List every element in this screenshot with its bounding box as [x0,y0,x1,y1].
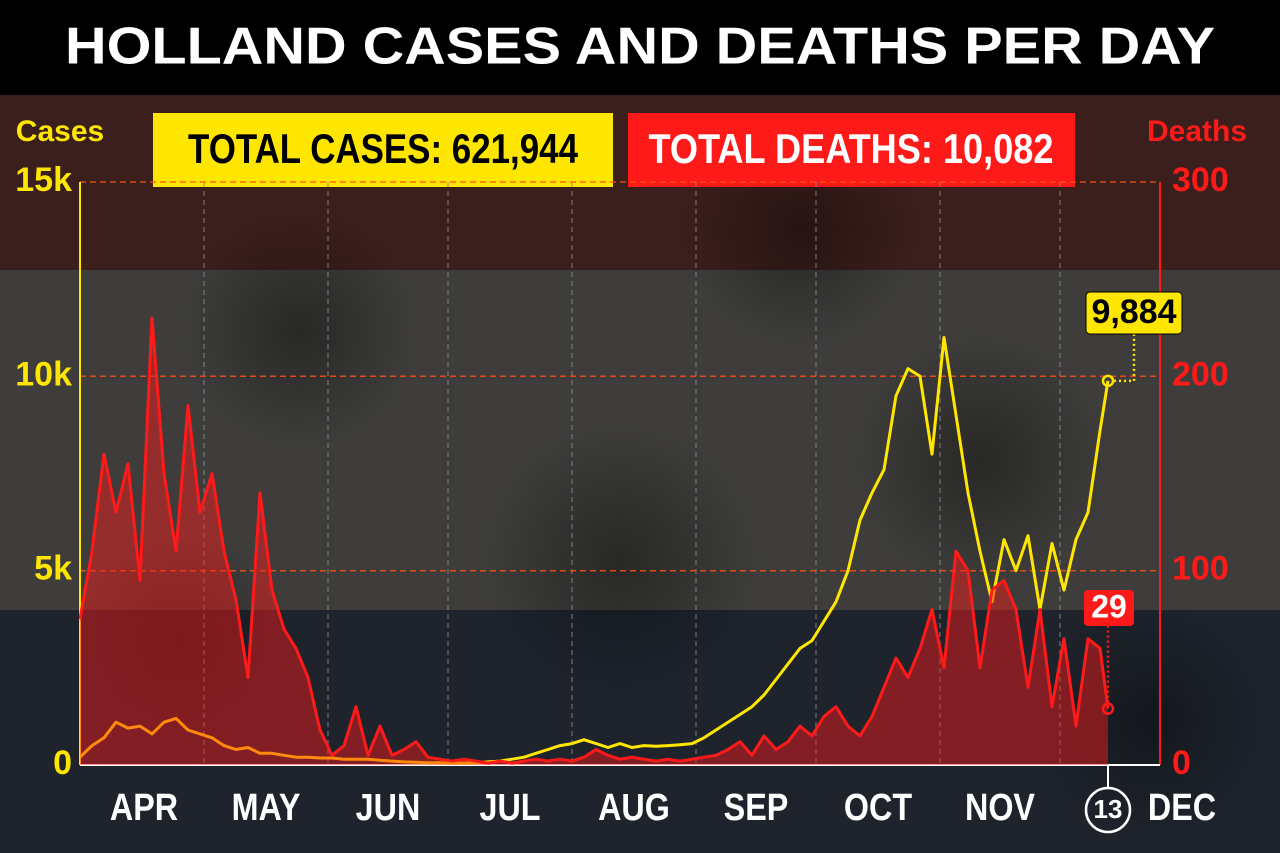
chart-title: HOLLAND CASES AND DEATHS PER DAY [65,18,1215,76]
x-tick-label: MAY [232,787,301,829]
series-area [80,318,1108,765]
series-line [78,316,1110,765]
value-label: 29 [1091,588,1127,624]
total-cases-box [153,113,613,187]
x-tick-label: DEC [1148,787,1216,829]
y2-tick-label: 0 [1172,744,1191,782]
x-tick-label: JUN [356,787,421,829]
series-line [78,336,1110,765]
y-tick-label: 10k [15,355,72,393]
y2-tick-label: 200 [1172,355,1229,393]
marker-label: 13 [1094,794,1123,824]
x-tick-label: OCT [844,787,913,829]
total-deaths-box [628,113,1075,187]
value-label: 9,884 [1091,293,1176,331]
y-tick-label: 15k [15,161,72,199]
total-deaths: TOTAL DEATHS: 10,082 [649,125,1054,172]
x-tick-label: NOV [965,787,1035,829]
y-axis-label: Cases [16,115,104,148]
x-tick-label: APR [110,787,178,829]
callout-box [1084,590,1134,626]
y2-tick-label: 100 [1172,550,1229,588]
y2-axis-label: Deaths [1147,115,1247,148]
point-marker [1101,374,1115,388]
title-bar [0,0,1280,95]
callout-box [1085,291,1183,335]
point-marker [1101,702,1115,715]
x-tick-label: JUL [480,787,541,829]
callout-line [1114,333,1136,383]
marker-circle [1084,786,1132,834]
x-tick-label: AUG [598,787,670,829]
y-tick-label: 0 [53,744,72,782]
y-tick-label: 5k [34,550,72,588]
total-cases: TOTAL CASES: 621,944 [188,125,579,172]
x-tick-label: SEP [724,787,789,829]
y2-tick-label: 300 [1172,161,1229,199]
